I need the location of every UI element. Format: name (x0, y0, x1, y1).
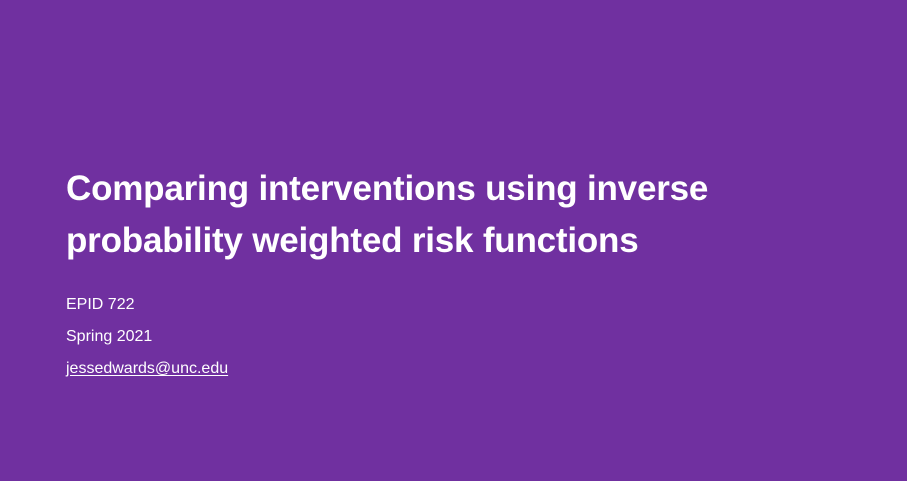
slide-subtitle: EPID 722 Spring 2021 jessedwards@unc.edu (66, 289, 228, 385)
course-code: EPID 722 (66, 296, 135, 313)
contact-email-item: jessedwards@unc.edu (66, 353, 228, 385)
email-link[interactable]: jessedwards@unc.edu (66, 360, 229, 377)
slide-title: Comparing interventions using inverse pr… (66, 163, 846, 267)
course-term: Spring 2021 (66, 328, 153, 345)
slide-title-line-2: probability weighted risk functions (66, 221, 639, 260)
slide-title-line-1: Comparing interventions using inverse (66, 169, 709, 208)
